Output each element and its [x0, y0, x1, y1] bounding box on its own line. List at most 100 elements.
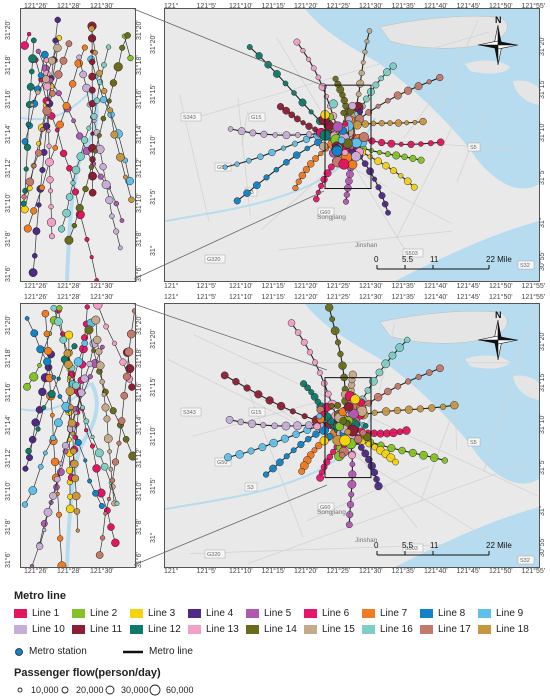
road-shield — [402, 248, 424, 258]
station-bubble — [348, 470, 357, 479]
station-bubble — [388, 351, 397, 360]
main-x-tick-bottom: 121°45' — [456, 283, 481, 290]
main-y-tick-left: 31°5' — [150, 189, 157, 206]
station-bubble — [65, 504, 75, 514]
main-y-tick-left: 31°10' — [150, 135, 157, 155]
road-label: S32 — [520, 558, 530, 564]
station-bubble — [340, 109, 347, 116]
station-bubble — [436, 364, 444, 373]
station-bubble — [234, 161, 240, 167]
road — [396, 100, 466, 239]
main-x-tick-bottom: 121°50' — [489, 568, 513, 575]
road-label: G50 — [217, 165, 227, 171]
station-bubble — [304, 384, 311, 392]
station-bubble — [348, 370, 357, 379]
station-bubble — [37, 363, 42, 368]
station-bubble — [334, 80, 342, 88]
station-bubble — [108, 466, 114, 472]
legend-flow-item: 60,000 — [149, 684, 194, 696]
main-y-tick-right: 30°55' — [539, 251, 546, 271]
road-shield — [517, 555, 535, 565]
inset-map-2[interactable] — [20, 303, 136, 568]
station-bubble — [50, 457, 60, 467]
station-bubble — [276, 103, 285, 111]
main-x-tick-top: 121°40' — [424, 294, 448, 301]
main-x-tick-bottom: 121°40' — [424, 568, 448, 575]
station-bubble — [374, 482, 383, 491]
inset-map-1[interactable] — [20, 8, 136, 282]
station-bubble — [31, 418, 40, 427]
main-x-tick-bottom: 121° — [164, 283, 179, 290]
station-bubble — [302, 135, 310, 143]
legend-line-name: Line 4 — [206, 608, 234, 619]
station-bubble — [398, 141, 404, 147]
station-bubble — [23, 166, 29, 172]
station-bubble — [120, 391, 129, 400]
station-bubble — [282, 106, 291, 115]
station-bubble — [119, 358, 127, 366]
place-label: Songjiang — [317, 214, 346, 221]
station-bubble — [92, 489, 99, 497]
line-color-swatch — [72, 609, 85, 618]
station-bubble — [122, 174, 128, 180]
station-bubble — [41, 309, 50, 318]
road-label: S503 — [405, 251, 418, 257]
hangzhou-bay — [395, 221, 539, 281]
scale-bar: 0 5.5 11 22 Mile — [374, 541, 512, 556]
station-bubble — [75, 203, 84, 212]
station-bubble — [306, 349, 314, 356]
road — [439, 19, 479, 111]
inset-map-svg-2 — [21, 304, 135, 567]
station-bubble — [48, 188, 54, 194]
place-label: Jinshan — [355, 242, 378, 249]
legend-line-name: Line 18 — [496, 624, 529, 635]
road-label: G60 — [320, 505, 330, 511]
station-bubble — [76, 132, 84, 140]
station-bubble — [106, 496, 112, 502]
station-bubble — [419, 450, 428, 460]
main-x-tick-bottom: 121°35' — [391, 283, 416, 290]
station-bubble — [307, 160, 315, 168]
station-bubble — [260, 422, 267, 428]
station-bubble — [346, 500, 355, 509]
north-label: N — [495, 15, 502, 25]
main-x-tick-top: 121°20' — [294, 3, 318, 10]
station-bubble — [50, 412, 55, 418]
legend-line-item: Line 5 — [246, 608, 291, 619]
station-bubble — [70, 459, 79, 469]
station-bubble — [68, 404, 74, 411]
station-bubble — [386, 453, 396, 463]
main-y-tick-right: 31°20' — [539, 331, 546, 351]
hangzhou-bay — [395, 507, 539, 567]
station-bubble — [318, 182, 325, 189]
inset-y-tick: 31°18' — [5, 54, 12, 75]
station-bubble — [311, 447, 318, 454]
station-bubble — [107, 523, 115, 531]
station-bubble — [28, 486, 38, 495]
station-bubble — [26, 31, 32, 37]
station-bubble — [71, 343, 78, 350]
inset-y-tick: 31°12' — [5, 158, 12, 179]
inset-y-tick: 31°16' — [5, 381, 12, 402]
station-bubble — [375, 368, 384, 377]
station-bubble — [124, 32, 131, 39]
inset-y-tick: 31°20' — [5, 20, 12, 40]
station-bubble — [111, 458, 120, 466]
station-bubble — [42, 450, 48, 456]
station-bubble — [385, 209, 391, 216]
station-bubble — [306, 131, 313, 138]
station-bubble — [42, 106, 52, 116]
road — [454, 344, 457, 451]
main-map-2[interactable]: S343 G15 G50 G60 S5 Songjiang Jinshan G320 S3 S32… — [164, 303, 540, 568]
station-bubble — [46, 217, 57, 227]
station-bubble — [258, 443, 267, 452]
station-bubble — [349, 461, 356, 468]
station-bubble — [35, 89, 41, 95]
station-bubble — [378, 120, 385, 127]
station-bubble — [22, 465, 29, 472]
scale-label: 22 Mile — [486, 541, 512, 550]
station-bubble — [292, 184, 299, 192]
station-bubble — [80, 374, 89, 383]
station-bubble — [374, 157, 382, 166]
station-bubble — [224, 453, 233, 462]
